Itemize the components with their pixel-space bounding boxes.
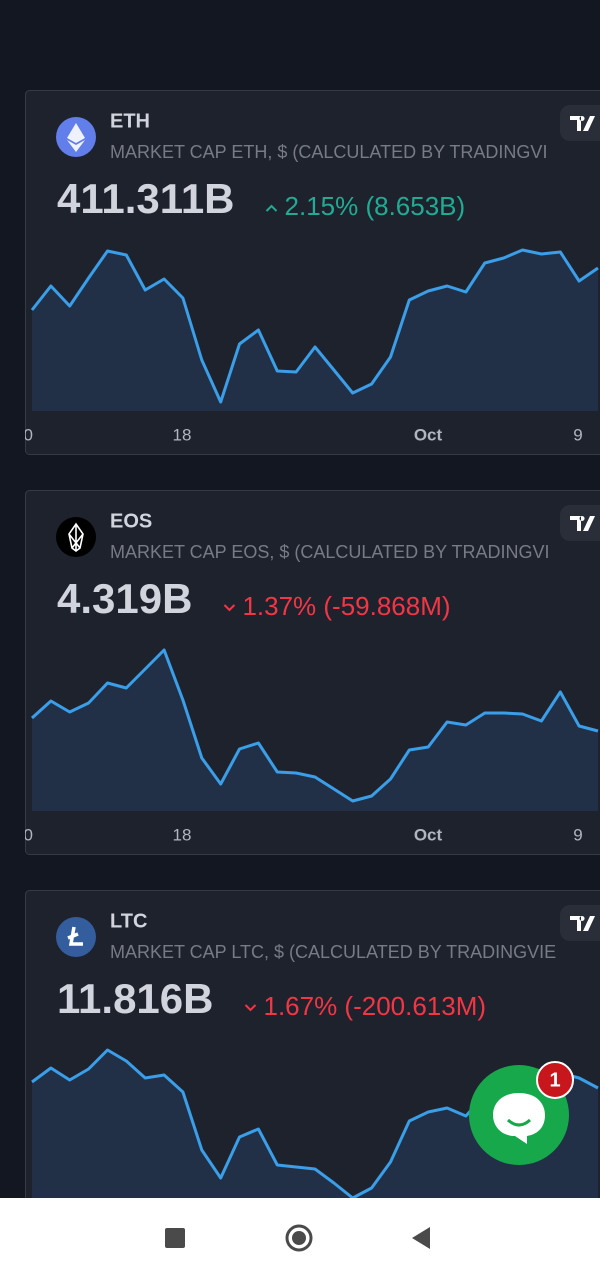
x-tick-label: 18 bbox=[173, 425, 192, 444]
symbol: LTC bbox=[110, 910, 147, 932]
tradingview-glyph bbox=[570, 916, 595, 931]
nav-icons bbox=[165, 1224, 430, 1252]
change: 1.37% (-59.868M) bbox=[242, 591, 450, 621]
x-tick-label: 18 bbox=[173, 825, 192, 844]
market-card: ETH MARKET CAP ETH, $ (CALCULATED BY TRAD… bbox=[25, 90, 600, 455]
price: 11.816B bbox=[57, 975, 213, 1022]
trend-arrow bbox=[223, 604, 236, 612]
subtitle: MARKET CAP LTC, $ (CALCULATED BY TRADING… bbox=[110, 942, 556, 962]
x-tick-label: 9 bbox=[573, 825, 582, 844]
symbol: EOS bbox=[110, 510, 152, 532]
navigation-bar bbox=[0, 1198, 600, 1278]
market-card: LTC MARKET CAP LTC, $ (CALCULATED BY TRAD… bbox=[25, 890, 600, 1255]
chat-button[interactable]: 1 bbox=[465, 1060, 585, 1170]
market-card: EOS MARKET CAP EOS, $ (CALCULATED BY TRAD… bbox=[25, 490, 600, 855]
price: 4.319B bbox=[57, 575, 192, 622]
home-button[interactable] bbox=[285, 1224, 313, 1252]
x-tick-label: 9 bbox=[573, 425, 582, 444]
x-tick-label: 10 bbox=[25, 825, 33, 844]
subtitle: MARKET CAP ETH, $ (CALCULATED BY TRADING… bbox=[110, 142, 547, 162]
line bbox=[30, 248, 599, 404]
coin-icon bbox=[56, 917, 96, 957]
badge bbox=[536, 1061, 574, 1099]
x-tick-label: 10 bbox=[25, 425, 33, 444]
chat-icon bbox=[493, 1093, 545, 1144]
recents-button[interactable] bbox=[165, 1228, 185, 1248]
change: 2.15% (8.653B) bbox=[285, 191, 466, 221]
x-tick-label: Oct bbox=[414, 425, 443, 444]
coin-glyph bbox=[67, 123, 85, 152]
trend-arrow bbox=[265, 204, 278, 212]
home-dot bbox=[292, 1231, 306, 1245]
coin-glyph bbox=[67, 926, 83, 946]
x-tick-label: Oct bbox=[414, 825, 443, 844]
area bbox=[32, 1050, 598, 1211]
area bbox=[32, 650, 598, 811]
chat-smile bbox=[506, 1118, 532, 1127]
symbol: ETH bbox=[110, 110, 150, 132]
price: 411.311B bbox=[57, 175, 235, 222]
tradingview-glyph bbox=[570, 116, 595, 131]
trend-arrow bbox=[244, 1004, 257, 1012]
line bbox=[30, 648, 599, 803]
badge-count: 1 bbox=[549, 1069, 560, 1091]
back-button[interactable] bbox=[412, 1227, 430, 1249]
tradingview-glyph bbox=[570, 516, 595, 531]
change: 1.67% (-200.613M) bbox=[263, 991, 486, 1021]
subtitle: MARKET CAP EOS, $ (CALCULATED BY TRADING… bbox=[110, 542, 549, 562]
coin-glyph bbox=[68, 522, 84, 552]
